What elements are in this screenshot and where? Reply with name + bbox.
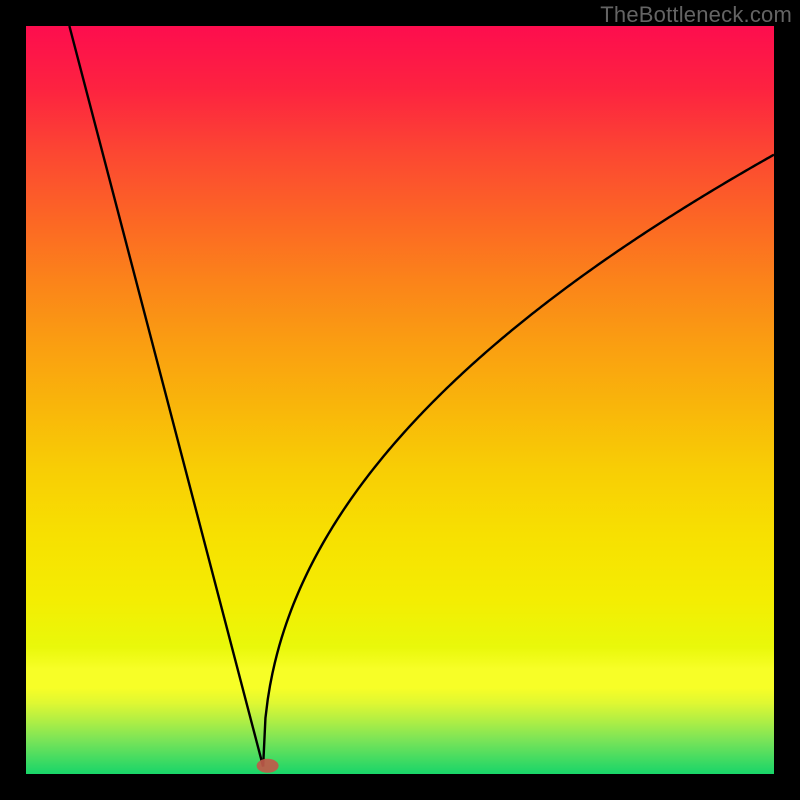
chart-svg: [0, 0, 800, 800]
minimum-marker: [257, 759, 279, 773]
watermark-text: TheBottleneck.com: [600, 2, 792, 28]
chart-container: TheBottleneck.com: [0, 0, 800, 800]
chart-background: [26, 26, 774, 774]
